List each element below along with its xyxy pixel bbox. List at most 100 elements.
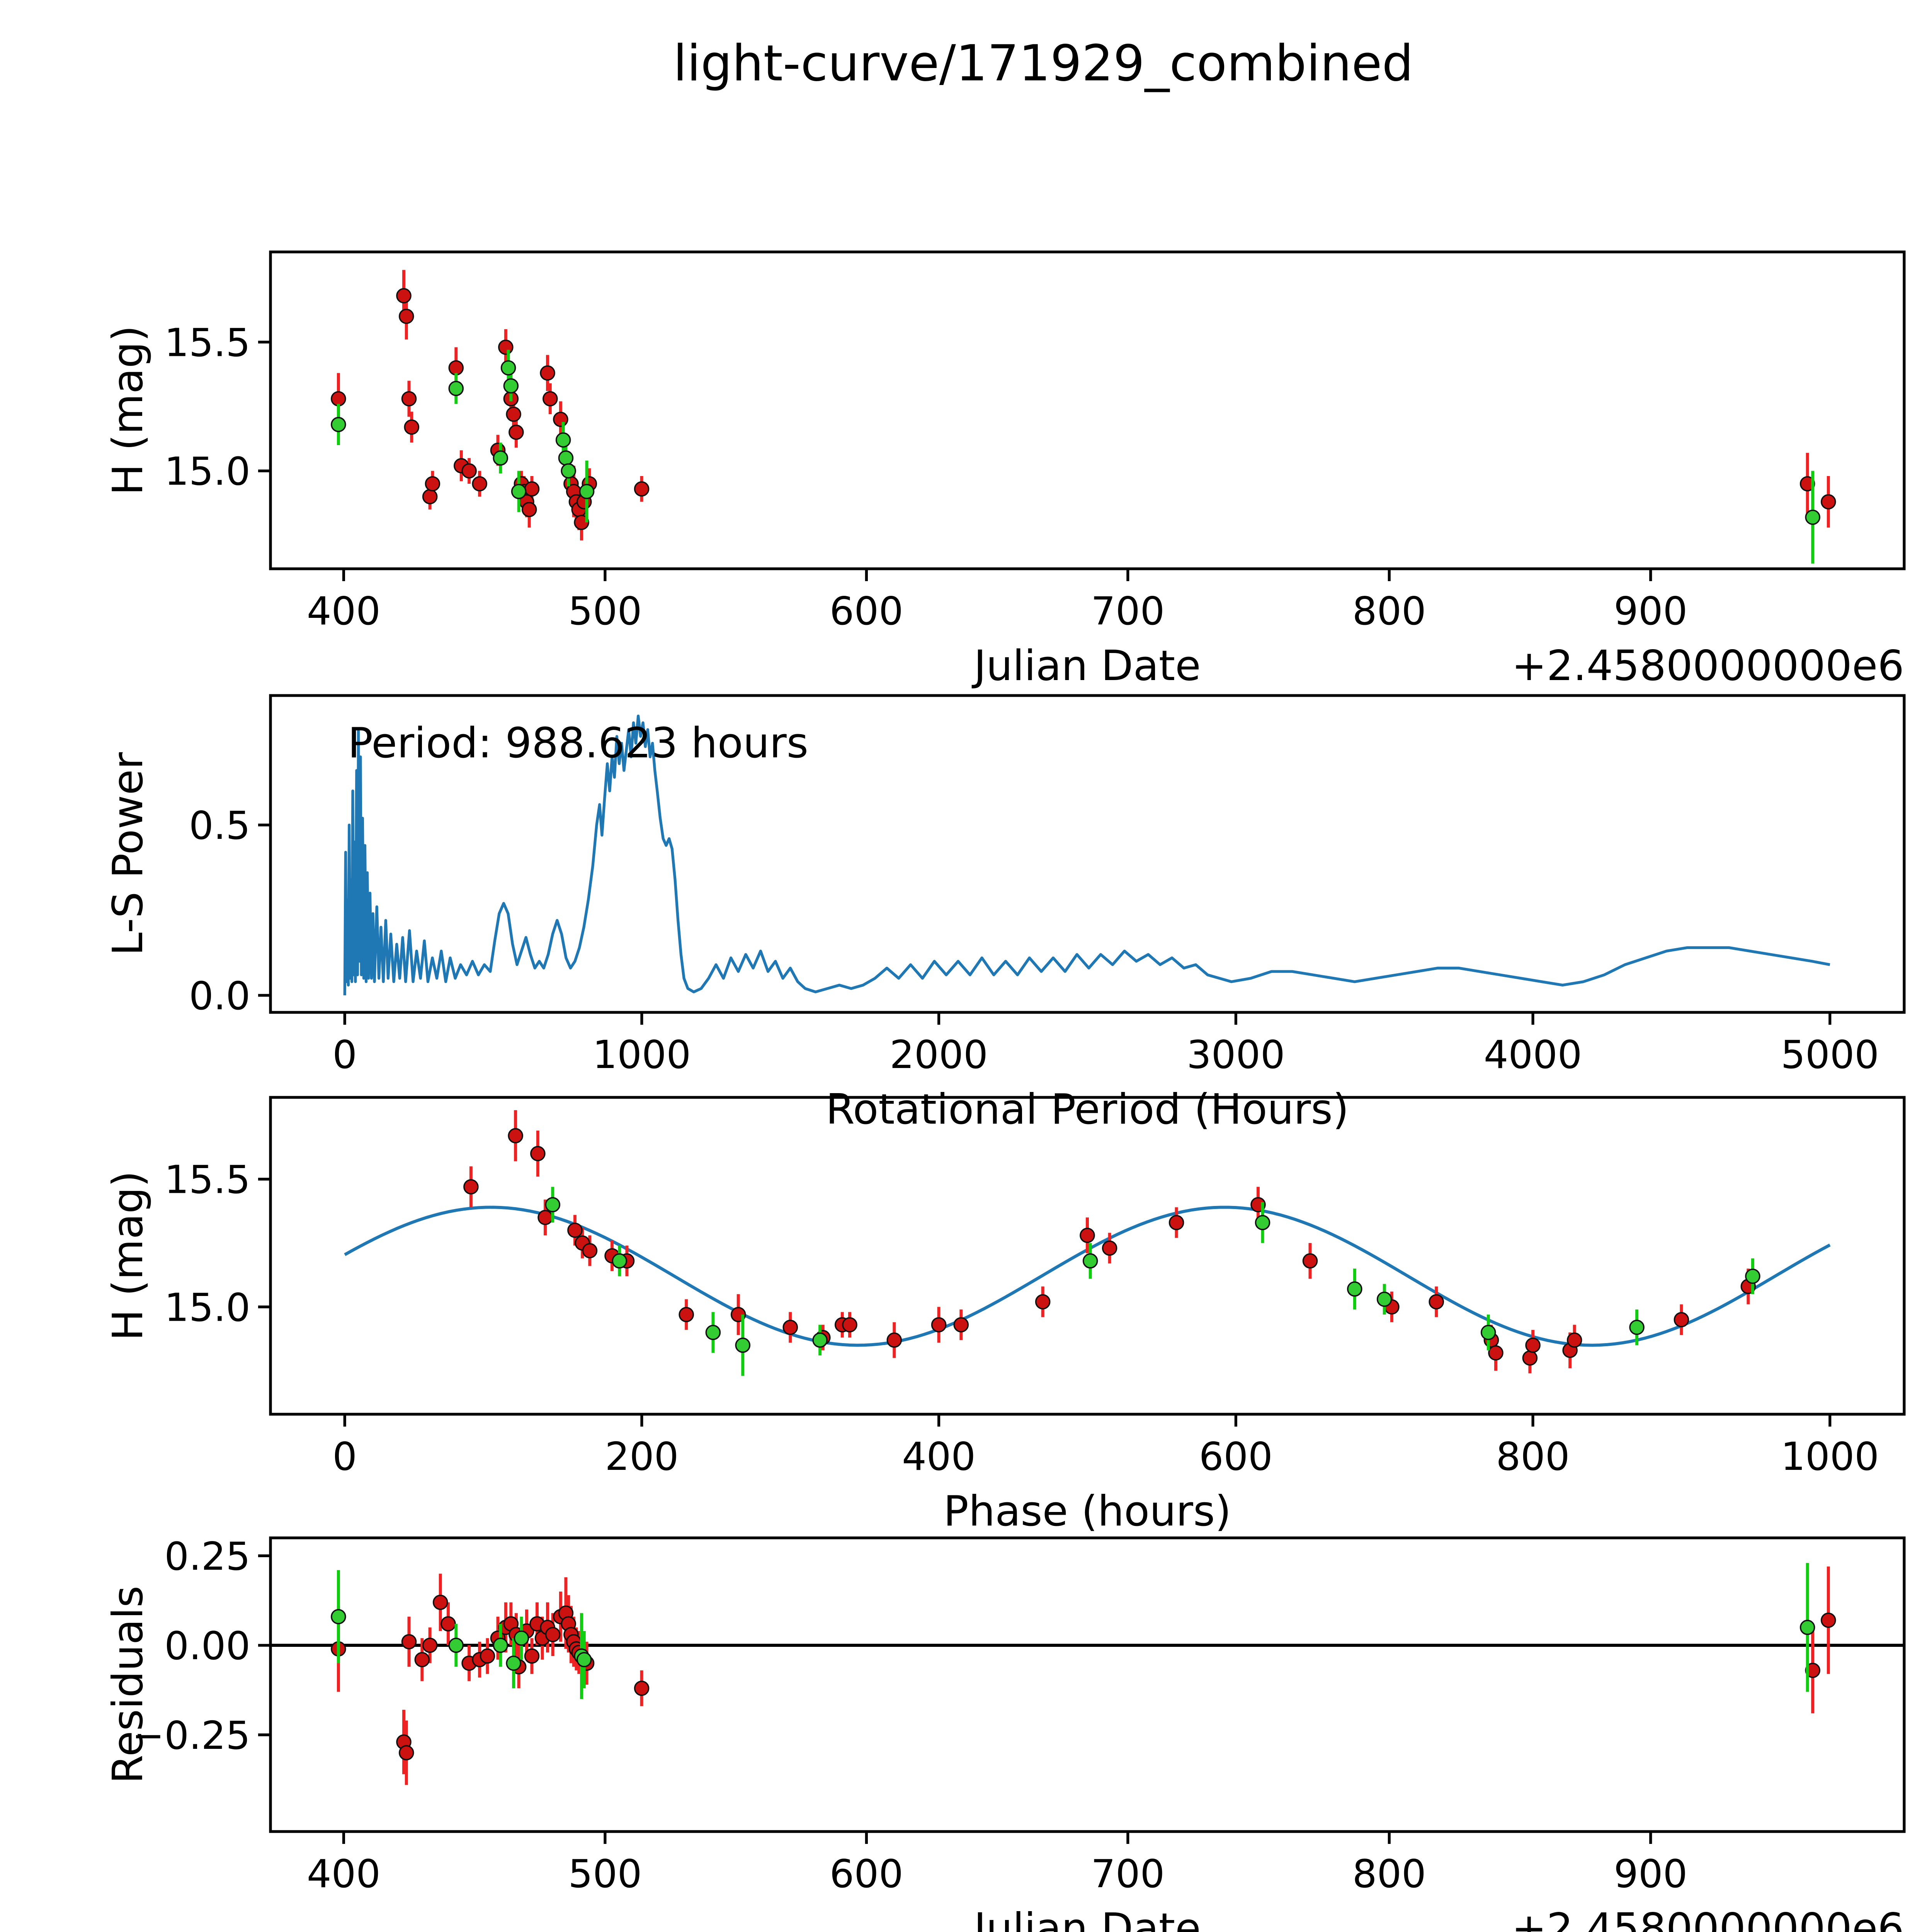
plot-data-area	[344, 1110, 1831, 1376]
data-point	[472, 476, 487, 492]
data-point	[561, 463, 576, 479]
data-point	[705, 1325, 721, 1340]
data-point	[1799, 1619, 1815, 1635]
data-point	[448, 360, 464, 376]
data-point	[1629, 1320, 1645, 1335]
data-point	[422, 1638, 438, 1653]
data-point	[422, 489, 438, 505]
x-tick-label: 800	[1352, 588, 1426, 634]
data-point	[404, 419, 420, 435]
x-tick-label: 500	[568, 588, 642, 634]
y-tick-label: 0.25	[164, 1534, 250, 1579]
x-tick-label: 600	[1199, 1434, 1273, 1479]
data-point	[432, 1595, 448, 1610]
x-tick-label: 3000	[1187, 1032, 1285, 1077]
data-point	[514, 1630, 529, 1646]
data-point	[1821, 1612, 1836, 1628]
data-point	[574, 515, 589, 530]
axes-frame	[269, 1536, 1906, 1833]
data-point	[735, 1337, 751, 1353]
x-tick-label: 400	[307, 588, 381, 634]
data-point	[1347, 1281, 1362, 1297]
data-point	[524, 1648, 540, 1664]
x-axis-label: Rotational Period (Hours)	[826, 1085, 1349, 1134]
data-point	[679, 1307, 694, 1322]
data-point	[1480, 1325, 1496, 1340]
data-point	[886, 1332, 902, 1348]
data-point	[612, 1253, 628, 1269]
y-tick-label: 15.0	[164, 449, 250, 494]
data-point	[530, 1146, 546, 1162]
data-point	[555, 432, 571, 448]
x-tick-label: 200	[605, 1434, 679, 1479]
data-point	[1082, 1253, 1098, 1269]
plot-data-area	[331, 270, 1836, 564]
data-point	[537, 1210, 553, 1225]
y-tick-label: 15.5	[164, 320, 250, 365]
y-axis-label: H (mag)	[104, 1171, 152, 1341]
data-point	[545, 1197, 561, 1213]
data-point	[508, 1128, 523, 1143]
data-point	[401, 391, 417, 406]
data-point	[634, 1680, 650, 1696]
y-tick-label: 15.0	[164, 1285, 250, 1330]
axes-frame	[269, 250, 1906, 570]
x-tick-label: 1000	[593, 1032, 691, 1077]
data-point	[553, 412, 568, 427]
plot-periodogram: 0 1000 2000 3000 4000 5000 0.0 0.5 Rotational Pe…	[104, 694, 1906, 1134]
data-point	[1302, 1253, 1318, 1269]
x-tick-label: 600	[830, 1851, 903, 1896]
y-tick-label: 0.00	[164, 1623, 250, 1668]
x-tick-label: 800	[1496, 1434, 1570, 1479]
x-tick-label: 5000	[1781, 1032, 1879, 1077]
plot-phase-folded: 0 200 400 600 800 1000 15.0 15.5 Phase (hours) H …	[104, 1096, 1906, 1536]
data-point	[498, 339, 514, 355]
data-point	[506, 406, 521, 422]
data-point	[440, 1616, 456, 1632]
plot-data-area	[270, 1563, 1904, 1785]
data-point	[493, 1638, 509, 1653]
data-point	[582, 1243, 598, 1259]
data-point	[842, 1317, 857, 1333]
data-point	[509, 424, 524, 440]
x-tick-label: 800	[1352, 1851, 1426, 1896]
data-point	[576, 1652, 592, 1667]
data-point	[1566, 1332, 1582, 1348]
data-point	[1168, 1215, 1184, 1230]
data-point	[398, 308, 414, 324]
x-axis-label: Julian Date	[971, 642, 1201, 690]
x-tick-label: 900	[1614, 1851, 1687, 1896]
x-axis-label: Julian Date	[971, 1905, 1201, 1932]
data-point	[448, 1638, 464, 1653]
data-point	[543, 391, 558, 406]
data-point	[579, 484, 595, 499]
data-point	[493, 450, 509, 466]
axes-frame	[269, 1096, 1906, 1416]
data-point	[1488, 1345, 1503, 1361]
data-point	[401, 1634, 417, 1650]
data-point	[1805, 509, 1821, 525]
data-point	[1673, 1312, 1689, 1328]
data-point	[524, 481, 540, 497]
data-point	[331, 391, 346, 406]
data-point	[506, 1655, 521, 1671]
data-point	[634, 481, 650, 497]
data-point	[1035, 1294, 1051, 1310]
data-point	[1799, 476, 1815, 492]
data-point	[1745, 1269, 1760, 1284]
data-point	[1525, 1337, 1541, 1353]
y-tick-label: 0.5	[189, 803, 250, 848]
x-axis-label: Phase (hours)	[944, 1487, 1231, 1536]
data-point	[545, 1627, 561, 1643]
data-point	[521, 502, 537, 517]
x-tick-label: 2000	[889, 1032, 988, 1077]
figure-title: light-curve/171929_combined	[673, 35, 1413, 92]
data-point	[414, 1652, 430, 1667]
x-tick-label: 900	[1614, 588, 1687, 634]
y-axis-label: Residuals	[104, 1586, 152, 1784]
plot-jd-lightcurve: 400 500 600 700 800 900 15.0 15.5 Julian Date +2.…	[104, 250, 1906, 690]
y-tick-label: 0.0	[189, 973, 250, 1019]
data-point	[1429, 1294, 1444, 1310]
period-annotation: Period: 988.623 hours	[348, 719, 808, 767]
data-point	[463, 1179, 479, 1195]
